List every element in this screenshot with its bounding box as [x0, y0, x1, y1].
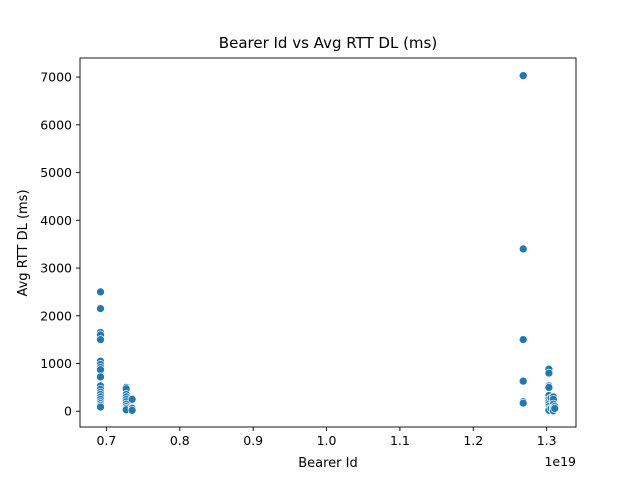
data-point: [96, 287, 105, 297]
axes: 0.7 0.8 0.9 1.0 1.1 1.2 1.3 0 1000 2000 3000 4000 50…: [40, 57, 577, 448]
y-tick-label: 7000: [40, 70, 72, 85]
x-tick-label: 1.2: [463, 433, 483, 448]
data-point: [518, 398, 528, 408]
y-tick-label: 6000: [40, 117, 72, 132]
x-tick-label: 0.8: [170, 433, 190, 448]
data-point: [127, 405, 137, 415]
data-point: [127, 394, 137, 404]
y-tick-label: 0: [64, 404, 72, 419]
y-tick-label: 2000: [40, 308, 72, 323]
y-tick-label: 3000: [40, 261, 72, 276]
chart-title: Bearer Id vs Avg RTT DL (ms): [219, 34, 437, 52]
y-tick-label: 4000: [40, 213, 72, 228]
y-axis-label: Avg RTT DL (ms): [16, 189, 31, 296]
plot-frame: [79, 57, 577, 428]
y-tick-label: 5000: [40, 165, 72, 180]
data-point: [544, 368, 554, 378]
data-point: [518, 71, 528, 81]
x-tick-label: 0.9: [243, 433, 263, 448]
y-tick-label: 1000: [40, 356, 72, 371]
x-tick-label: 1.1: [390, 433, 410, 448]
x-tick-label: 1.3: [537, 433, 557, 448]
data-point: [96, 372, 105, 382]
x-axis-label: Bearer Id: [298, 456, 358, 471]
plot-area: [96, 71, 560, 416]
data-point: [544, 383, 554, 392]
data-point: [518, 376, 528, 386]
data-point: [96, 335, 105, 344]
data-point: [518, 244, 528, 254]
data-point: [96, 402, 105, 412]
data-point: [518, 335, 528, 344]
x-tick-label: 1.0: [317, 433, 337, 448]
data-point: [96, 304, 105, 313]
data-point: [96, 365, 105, 375]
x-tick-label: 0.7: [96, 433, 116, 448]
x-axis-offset-label: 1e19: [544, 454, 576, 469]
data-point: [550, 404, 560, 413]
